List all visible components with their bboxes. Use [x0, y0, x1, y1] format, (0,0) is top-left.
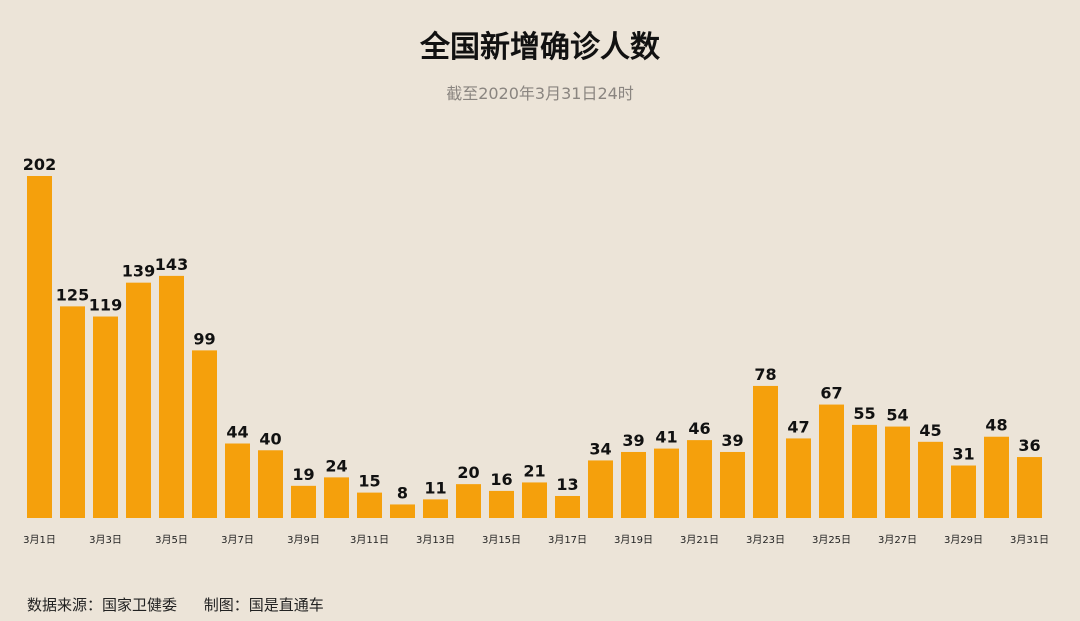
bar-value-label: 143 — [155, 255, 188, 274]
bar-value-label: 24 — [325, 456, 347, 475]
bar — [489, 490, 514, 518]
bar — [258, 450, 283, 518]
bar-value-label: 34 — [589, 439, 611, 458]
bar — [786, 438, 811, 518]
data-source: 数据来源：国家卫健委 — [27, 596, 178, 614]
bar-value-label: 125 — [56, 285, 89, 304]
x-tick-label: 3月7日 — [221, 534, 254, 546]
bar-value-label: 78 — [754, 365, 776, 384]
chart-credit: 制图：国是直通车 — [203, 596, 324, 614]
bar-value-label: 36 — [1018, 436, 1040, 455]
footer: 数据来源：国家卫健委 制图：国是直通车 — [27, 594, 346, 615]
bar-value-label: 99 — [193, 329, 215, 348]
x-tick-label: 3月9日 — [287, 534, 320, 546]
bar — [159, 275, 184, 518]
bar-value-label: 139 — [122, 262, 155, 281]
x-tick-label: 3月13日 — [416, 534, 455, 546]
bar-value-label: 15 — [358, 472, 380, 491]
x-tick-label: 3月25日 — [812, 534, 851, 546]
bar — [390, 504, 415, 518]
x-tick-label: 3月27日 — [878, 534, 917, 546]
bar-value-label: 54 — [886, 406, 908, 425]
bar — [753, 385, 778, 518]
bar-value-label: 19 — [292, 465, 314, 484]
x-tick-label: 3月31日 — [1010, 534, 1049, 546]
bar — [456, 484, 481, 518]
bar — [588, 460, 613, 518]
bar-value-label: 67 — [820, 384, 842, 403]
bar-value-label: 31 — [952, 445, 974, 464]
bar — [126, 282, 151, 518]
bar — [357, 492, 382, 518]
x-tick-label: 3月21日 — [680, 534, 719, 546]
bar-value-label: 11 — [424, 478, 446, 497]
bar-value-label: 39 — [721, 431, 743, 450]
bar-value-label: 55 — [853, 404, 875, 423]
x-tick-label: 3月23日 — [746, 534, 785, 546]
bar-value-label: 40 — [259, 429, 281, 448]
x-tick-label: 3月3日 — [89, 534, 122, 546]
bar-value-label: 45 — [919, 421, 941, 440]
bar-value-label: 44 — [226, 423, 248, 442]
bar-value-label: 20 — [457, 463, 479, 482]
x-tick-label: 3月5日 — [155, 534, 188, 546]
bar — [1017, 457, 1042, 518]
bar — [555, 495, 580, 518]
bar-value-label: 46 — [688, 419, 710, 438]
bar-value-label: 202 — [23, 155, 56, 174]
bar — [324, 477, 349, 518]
bar-value-label: 47 — [787, 417, 809, 436]
bar-value-label: 41 — [655, 428, 677, 447]
bar — [291, 485, 316, 518]
bar — [852, 424, 877, 518]
bar — [885, 426, 910, 518]
bar — [984, 436, 1009, 518]
bar — [423, 499, 448, 518]
bar — [918, 441, 943, 518]
x-tick-label: 3月17日 — [548, 534, 587, 546]
bar — [720, 451, 745, 518]
bar — [192, 350, 217, 518]
chart-title: 全国新增确诊人数 — [420, 30, 660, 65]
x-tick-label: 3月1日 — [23, 534, 56, 546]
bar — [27, 176, 52, 518]
chart-subtitle: 截至2020年3月31日24时 — [446, 84, 634, 103]
bar-value-label: 39 — [622, 431, 644, 450]
bar — [687, 440, 712, 518]
bar — [621, 451, 646, 518]
bar — [654, 448, 679, 518]
x-tick-label: 3月29日 — [944, 534, 983, 546]
x-tick-label: 3月11日 — [350, 534, 389, 546]
bar — [522, 482, 547, 518]
bar — [93, 316, 118, 518]
x-tick-label: 3月15日 — [482, 534, 521, 546]
bar — [819, 404, 844, 518]
bar — [951, 465, 976, 518]
bar — [60, 306, 85, 518]
bar-value-label: 13 — [556, 475, 578, 494]
bar-value-label: 8 — [397, 483, 408, 502]
bar — [225, 443, 250, 518]
bar-value-label: 48 — [985, 416, 1007, 435]
bar-value-label: 119 — [89, 296, 122, 315]
x-tick-label: 3月19日 — [614, 534, 653, 546]
bar-value-label: 16 — [490, 470, 512, 489]
bar-value-label: 21 — [523, 461, 545, 480]
